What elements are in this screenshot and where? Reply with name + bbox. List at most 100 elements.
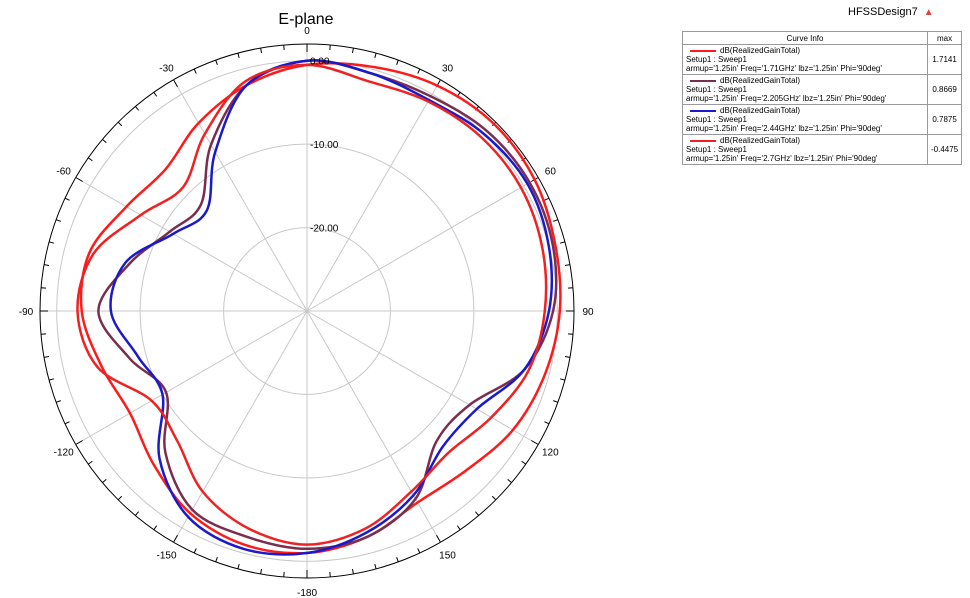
angle-tick	[237, 563, 240, 570]
angle-label: 0	[304, 26, 310, 37]
legend-params: armup='1.25in' Freq='2.205GHz' lbz='1.25…	[686, 94, 887, 103]
chart-title: E-plane	[278, 11, 333, 28]
angle-tick	[436, 535, 441, 543]
angle-label: -120	[54, 448, 74, 459]
series-curve-4	[76, 63, 548, 546]
legend-info: dB(RealizedGainTotal) Setup1 : Sweep1 armu…	[682, 44, 928, 75]
angle-tick	[75, 440, 83, 445]
polar-plot: E-plane 0 30 60 90 120 150 -180 -150 -120 -90 -60 -…	[19, 11, 594, 598]
angle-tick	[544, 197, 550, 201]
angle-tick	[374, 563, 377, 570]
angle-tick	[134, 106, 139, 111]
angle-tick	[48, 378, 55, 381]
angle-tick	[352, 568, 354, 575]
spoke-line	[306, 310, 441, 543]
angle-tick	[43, 264, 50, 266]
angle-tick	[193, 548, 197, 554]
angle-tick	[193, 68, 197, 74]
angle-tick	[564, 356, 571, 358]
angle-tick	[564, 264, 571, 266]
radial-labels: 0.00 -10.00 -20.00	[310, 57, 339, 235]
spoke-line	[306, 177, 539, 312]
angle-label: 90	[582, 307, 594, 318]
legend-setup: Setup1 : Sweep1	[686, 55, 747, 64]
legend-max-value: 0.8669	[926, 74, 963, 105]
legend-info: dB(RealizedGainTotal) Setup1 : Sweep1 armu…	[682, 74, 928, 105]
legend-series-name: dB(RealizedGainTotal)	[720, 136, 801, 145]
angle-tick	[117, 495, 123, 501]
legend-row: dB(RealizedGainTotal) Setup1 : Sweep1 armu…	[682, 74, 963, 105]
angle-label: -180	[297, 588, 317, 598]
angle-tick	[417, 68, 421, 74]
angle-label: -30	[159, 64, 174, 75]
angle-tick	[55, 400, 61, 403]
angle-tick	[43, 356, 50, 358]
angle-tick	[102, 138, 107, 143]
legend-row: dB(RealizedGainTotal) Setup1 : Sweep1 armu…	[682, 104, 963, 135]
legend-setup: Setup1 : Sweep1	[686, 115, 747, 124]
angle-label: -90	[19, 307, 34, 318]
legend-params: armup='1.25in' Freq='2.7GHz' lbz='1.25in…	[686, 154, 878, 163]
angle-tick	[396, 557, 399, 563]
legend-info: dB(RealizedGainTotal) Setup1 : Sweep1 armu…	[682, 134, 928, 165]
design-name: HFSSDesign7 ▲	[848, 6, 934, 18]
spoke-line	[75, 310, 308, 445]
angle-tick	[64, 421, 70, 425]
angle-tick	[491, 495, 497, 501]
angle-label: -60	[56, 167, 71, 178]
angle-tick	[475, 511, 480, 516]
legend-max-value: 0.7875	[926, 104, 963, 135]
legend-info: dB(RealizedGainTotal) Setup1 : Sweep1 armu…	[682, 104, 928, 135]
angle-tick	[134, 511, 139, 516]
angle-tick	[374, 52, 377, 59]
angle-label: 120	[542, 448, 559, 459]
curves	[76, 59, 562, 556]
angle-tick	[553, 219, 559, 222]
design-name-label: HFSSDesign7	[848, 6, 918, 18]
angle-label: 30	[442, 64, 454, 75]
spoke-line	[173, 310, 308, 543]
angle-tick	[173, 79, 178, 87]
spoke-line	[306, 310, 539, 445]
angle-tick	[521, 460, 527, 465]
angle-label: -150	[156, 550, 176, 561]
angle-tick	[153, 525, 158, 531]
angle-ticks	[40, 44, 574, 578]
legend-series-name: dB(RealizedGainTotal)	[720, 106, 801, 115]
legend-max-value: -0.4475	[926, 134, 963, 165]
angle-tick	[64, 197, 70, 201]
legend-header-info: Curve Info	[682, 31, 928, 45]
angle-tick	[153, 91, 158, 97]
angle-tick	[215, 557, 218, 563]
angle-tick	[544, 421, 550, 425]
angle-tick	[75, 177, 83, 182]
radial-label: -10.00	[310, 140, 339, 151]
legend-params: armup='1.25in' Freq='2.44GHz' lbz='1.25i…	[686, 124, 882, 133]
angle-tick	[396, 59, 399, 65]
legend-params: armup='1.25in' Freq='1.71GHz' lbz='1.25i…	[686, 64, 882, 73]
angle-tick	[260, 568, 262, 575]
angle-tick	[260, 47, 262, 54]
legend-row: dB(RealizedGainTotal) Setup1 : Sweep1 armu…	[682, 44, 963, 75]
legend-row: dB(RealizedGainTotal) Setup1 : Sweep1 armu…	[682, 134, 963, 165]
series-curve-3	[109, 59, 553, 556]
legend-series-name: dB(RealizedGainTotal)	[720, 76, 801, 85]
spoke-line	[173, 79, 308, 312]
angle-tick	[48, 241, 55, 244]
angle-tick	[215, 59, 218, 65]
legend-series-name: dB(RealizedGainTotal)	[720, 46, 801, 55]
legend: Curve Info max dB(RealizedGainTotal) Setu…	[682, 31, 963, 165]
angle-tick	[456, 525, 461, 531]
legend-setup: Setup1 : Sweep1	[686, 85, 747, 94]
series-curve-2	[97, 59, 558, 551]
legend-swatch	[690, 49, 716, 52]
spoke-line	[306, 79, 441, 312]
warning-triangle-icon: ▲	[923, 7, 934, 18]
legend-setup: Setup1 : Sweep1	[686, 145, 747, 154]
angle-tick	[102, 479, 107, 484]
angle-tick	[553, 400, 559, 403]
radial-label: -20.00	[310, 224, 339, 235]
spoke-line	[75, 177, 308, 312]
angle-tick	[507, 479, 512, 484]
angle-tick	[417, 548, 421, 554]
